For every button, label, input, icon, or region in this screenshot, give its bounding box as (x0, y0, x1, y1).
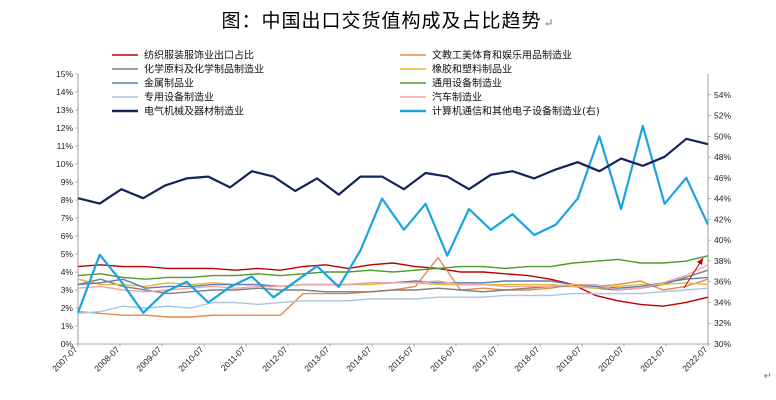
left-tick-label: 7% (61, 213, 74, 223)
x-tick-label: 2010-07 (176, 344, 205, 373)
left-tick-label: 3% (61, 285, 74, 295)
paragraph-mark-icon: ↵ (763, 371, 772, 382)
left-tick-label: 4% (61, 267, 74, 277)
series-line (77, 287, 709, 315)
chart-title-text: 图：中国出口交货值构成及占比趋势 (221, 10, 542, 32)
x-tick-label: 2016-07 (428, 344, 457, 373)
x-tick-label: 2020-07 (596, 344, 625, 373)
x-tick-label: 2019-07 (554, 344, 583, 373)
left-tick-label: 15% (56, 69, 73, 79)
legend-label: 专用设备制造业 (144, 91, 214, 104)
right-tick-label: 50% (714, 131, 731, 141)
x-tick-label: 2009-07 (134, 344, 163, 373)
left-tick-label: 6% (61, 231, 74, 241)
series-line (77, 137, 709, 205)
right-tick-label: 30% (714, 339, 731, 349)
legend-label: 化学原料及化学制品制造业 (144, 63, 264, 76)
legend-label: 通用设备制造业 (432, 77, 502, 90)
right-tick-label: 36% (714, 277, 731, 287)
left-tick-label: 12% (56, 123, 73, 133)
right-tick-label: 54% (714, 90, 731, 100)
x-tick-label: 2012-07 (260, 344, 289, 373)
right-tick-label: 34% (714, 297, 731, 307)
right-tick-label: 48% (714, 152, 731, 162)
right-tick-label: 46% (714, 173, 731, 183)
series-line (77, 264, 709, 293)
trend-arrow-head (697, 258, 703, 265)
right-tick-label: 40% (714, 235, 731, 245)
left-tick-label: 10% (56, 159, 73, 169)
legend-label: 文教工美体育和娱乐用品制造业 (432, 49, 572, 62)
right-tick-label: 32% (714, 318, 731, 328)
left-tick-label: 5% (61, 249, 74, 259)
series-line (77, 269, 709, 295)
x-tick-label: 2017-07 (470, 344, 499, 373)
legend-label: 电气机械及器材制造业 (144, 105, 244, 118)
legend-label: 橡胶和塑料制品业 (432, 63, 512, 76)
legend-label: 金属制品业 (144, 77, 194, 90)
right-tick-label: 44% (714, 194, 731, 204)
left-tick-label: 9% (61, 177, 74, 187)
left-tick-label: 8% (61, 195, 74, 205)
legend-label: 纺织服装服饰业出口占比 (144, 49, 254, 62)
left-tick-label: 0% (61, 339, 74, 349)
right-tick-label: 42% (714, 214, 731, 224)
x-tick-label: 2015-07 (386, 344, 415, 373)
x-tick-label: 2014-07 (344, 344, 373, 373)
series-line (77, 255, 709, 280)
x-tick-label: 2018-07 (512, 344, 541, 373)
x-tick-label: 2011-07 (219, 344, 248, 373)
chart-title: 图：中国出口交货值构成及占比趋势 ↵ (0, 6, 776, 33)
paragraph-mark-icon: ↵ (543, 16, 555, 30)
left-tick-label: 1% (61, 321, 74, 331)
series-line (77, 262, 709, 307)
x-tick-label: 2013-07 (302, 344, 331, 373)
x-tick-label: 2008-07 (92, 344, 121, 373)
legend-label: 计算机通信和其他电子设备制造业(右) (432, 105, 600, 118)
x-tick-label: 2022-07 (680, 344, 709, 373)
left-tick-label: 14% (56, 87, 73, 97)
legend-label: 汽车制造业 (432, 91, 482, 104)
left-tick-label: 11% (57, 141, 74, 151)
right-tick-label: 52% (714, 111, 731, 121)
left-tick-label: 13% (56, 105, 73, 115)
right-tick-label: 38% (714, 256, 731, 266)
series-line (76, 124, 709, 314)
x-tick-label: 2021-07 (638, 344, 667, 373)
left-tick-label: 2% (61, 303, 74, 313)
